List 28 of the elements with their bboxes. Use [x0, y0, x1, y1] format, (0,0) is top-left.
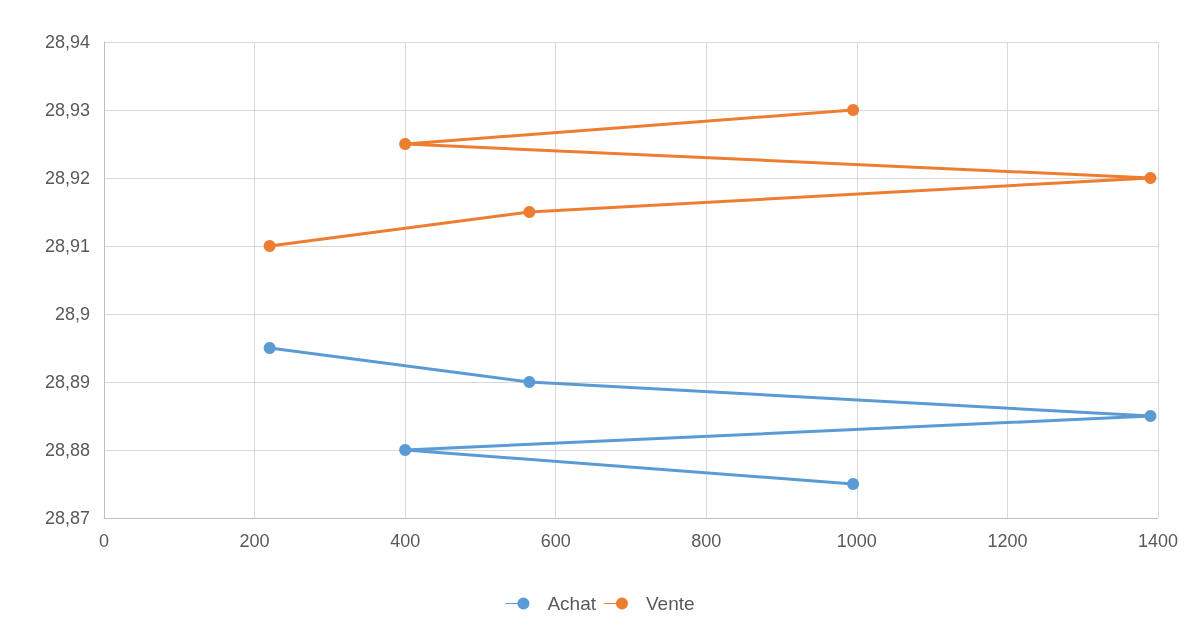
y-tick-label: 28,9 [54, 304, 90, 324]
point [263, 342, 276, 354]
y-tick-label: 28,87 [44, 508, 90, 528]
y-tick-label: 28,89 [44, 372, 90, 392]
x-tick-label: 1400 [1137, 531, 1179, 551]
point [263, 240, 276, 252]
x-tick-label: 400 [390, 531, 421, 551]
point [1144, 410, 1157, 422]
y-tick-label: 28,93 [44, 100, 90, 120]
point [847, 104, 860, 116]
y-tick-label: 28,92 [44, 168, 90, 188]
x-tick-label: 800 [691, 531, 722, 551]
point [399, 138, 412, 150]
point [847, 478, 860, 490]
y-tick-label: 28,88 [44, 440, 90, 460]
legend-label: Achat [547, 593, 597, 614]
y-tick-label: 28,94 [44, 32, 90, 52]
x-tick-label: 1200 [987, 531, 1028, 551]
point [523, 376, 536, 388]
x-tick-label: 0 [98, 531, 110, 551]
x-tick-label: 600 [540, 531, 571, 551]
point [1144, 172, 1157, 184]
point [523, 206, 536, 218]
legend-label: Vente [645, 593, 695, 614]
y-tick-label: 28,91 [44, 236, 90, 256]
x-tick-label: 1000 [836, 531, 877, 551]
x-tick-label: 200 [239, 531, 270, 551]
point [399, 444, 412, 456]
